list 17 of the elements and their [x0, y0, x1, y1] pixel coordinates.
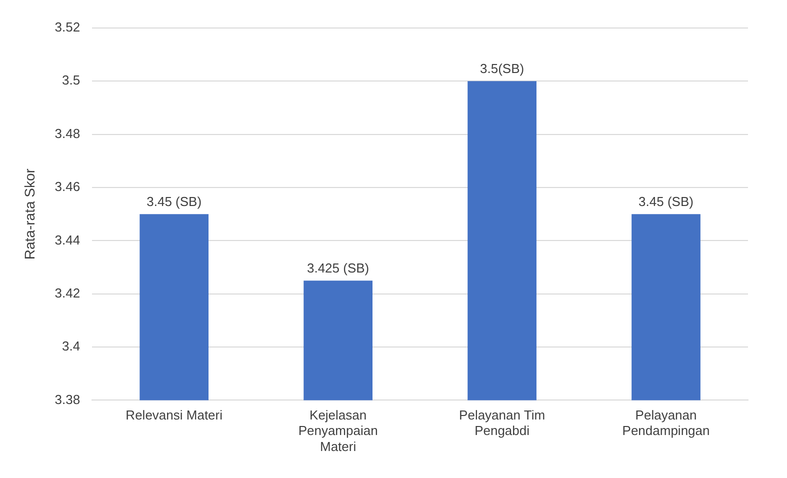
y-tick-label: 3.4 — [62, 338, 80, 354]
data-label: 3.425 (SB) — [306, 260, 370, 276]
data-label: 3.45 (SB) — [146, 194, 202, 210]
data-label: 3.45 (SB) — [638, 194, 694, 210]
y-tick-label: 3.5 — [62, 72, 80, 88]
y-tick-label: 3.52 — [54, 20, 80, 35]
x-tick-label: Relevansi Materi — [126, 408, 223, 423]
x-tick-label: Kejelasan Penyampaian Materi — [298, 408, 378, 454]
y-tick-label: 3.38 — [54, 392, 80, 407]
x-tick-label: Pelayanan Pendampingan — [622, 408, 710, 438]
y-tick-label: 3.42 — [54, 285, 80, 300]
y-tick-label: 3.44 — [54, 232, 80, 248]
x-tick-label: Pelayanan Tim Pengabdi — [459, 408, 546, 438]
y-tick-label: 3.46 — [54, 179, 80, 194]
y-tick-label: 3.48 — [54, 126, 80, 141]
data-label: 3.5(SB) — [480, 61, 524, 76]
y-axis-title: Rata-rata Skor — [21, 168, 38, 260]
